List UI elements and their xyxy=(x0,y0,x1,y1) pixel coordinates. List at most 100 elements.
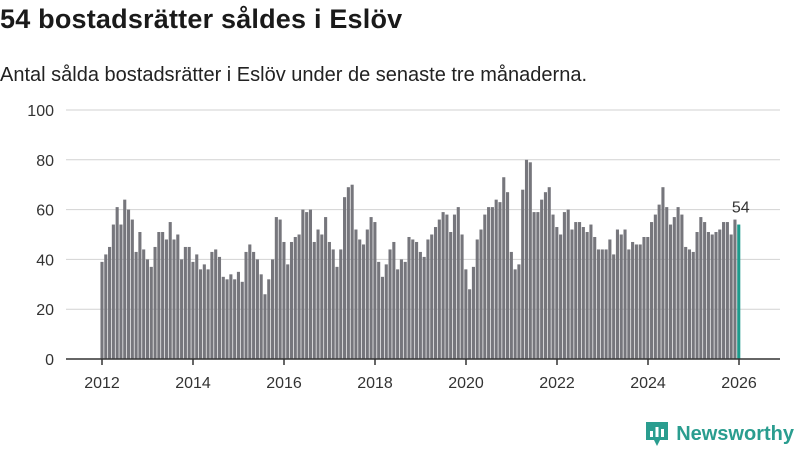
bar xyxy=(244,251,248,359)
bar xyxy=(547,187,551,359)
bar xyxy=(115,207,119,359)
bar xyxy=(687,249,692,359)
bar xyxy=(293,236,297,359)
bar xyxy=(710,234,714,359)
bar xyxy=(445,214,449,359)
bar xyxy=(426,239,430,359)
bar xyxy=(278,219,282,359)
bar xyxy=(214,249,218,359)
bar xyxy=(661,187,665,359)
x-tick-label-2014: 2014 xyxy=(175,375,211,392)
x-tick-label-2024: 2024 xyxy=(630,375,666,392)
bar xyxy=(536,212,540,359)
bar xyxy=(612,254,616,359)
bar xyxy=(596,249,601,359)
bar xyxy=(225,279,229,359)
bar xyxy=(191,261,195,359)
bar xyxy=(361,244,366,359)
bar xyxy=(578,222,582,359)
bar xyxy=(403,261,407,359)
bar xyxy=(506,192,510,359)
bar xyxy=(354,229,358,359)
x-tick-label-2026: 2026 xyxy=(721,375,757,392)
bar xyxy=(593,236,597,359)
y-tick-label-60: 60 xyxy=(36,203,54,220)
bar-latest-value-label: 54 xyxy=(732,200,750,217)
bar xyxy=(198,269,203,359)
bar xyxy=(126,209,131,359)
bar xyxy=(684,246,688,359)
bar xyxy=(327,241,331,359)
bar xyxy=(460,234,464,359)
bar xyxy=(153,246,157,359)
bar-chart-logo-icon xyxy=(646,422,669,446)
bar xyxy=(483,214,487,359)
bar xyxy=(267,279,271,359)
bar xyxy=(559,234,563,359)
bar xyxy=(411,239,415,359)
bar xyxy=(263,294,267,359)
bar xyxy=(653,214,657,359)
bar xyxy=(699,217,703,359)
bar xyxy=(396,269,400,359)
bar xyxy=(528,162,532,359)
bar xyxy=(331,249,335,359)
bar xyxy=(233,279,237,359)
bar xyxy=(623,229,627,359)
bar xyxy=(479,229,483,359)
bar xyxy=(604,249,608,359)
bar xyxy=(343,197,347,359)
bar xyxy=(676,207,680,359)
bar xyxy=(475,239,479,359)
bar xyxy=(316,229,320,359)
bar xyxy=(286,264,290,359)
newsworthy-logo: Newsworthy xyxy=(644,420,794,448)
bar xyxy=(498,202,502,359)
y-tick-label-40: 40 xyxy=(36,252,54,269)
bar xyxy=(149,266,153,359)
bar xyxy=(157,232,161,359)
bar xyxy=(672,217,676,359)
bar xyxy=(589,224,593,359)
bar xyxy=(524,159,529,359)
bar xyxy=(130,219,134,359)
bar xyxy=(627,249,631,359)
bar xyxy=(695,232,699,359)
bar xyxy=(142,249,146,359)
bar xyxy=(172,239,176,359)
chart-title: 54 bostadsrätter såldes i Eslöv xyxy=(0,4,403,34)
bar xyxy=(733,219,737,359)
bar xyxy=(229,274,233,359)
bar xyxy=(540,199,544,359)
bar xyxy=(111,224,115,359)
bar xyxy=(642,236,646,359)
bar xyxy=(729,234,733,359)
bar xyxy=(104,254,108,359)
bar xyxy=(581,227,585,359)
bar xyxy=(407,236,411,359)
bar xyxy=(365,229,369,359)
bar xyxy=(722,222,726,359)
bar xyxy=(248,244,252,359)
bar xyxy=(608,239,612,359)
bar xyxy=(123,199,127,359)
bar xyxy=(574,222,578,359)
bar xyxy=(441,212,445,359)
bar xyxy=(668,224,673,359)
bar xyxy=(509,251,513,359)
bar xyxy=(638,244,642,359)
bar xyxy=(183,246,187,359)
bar xyxy=(138,232,142,359)
bar xyxy=(634,244,638,359)
bar xyxy=(452,214,457,359)
bar xyxy=(312,241,316,359)
bar xyxy=(725,222,729,359)
bar xyxy=(487,207,491,359)
brand-name: Newsworthy xyxy=(676,422,794,445)
bar xyxy=(217,256,222,359)
bar xyxy=(324,217,328,359)
x-tick-label-2018: 2018 xyxy=(357,375,393,392)
bar xyxy=(555,227,559,359)
bar xyxy=(221,276,225,359)
